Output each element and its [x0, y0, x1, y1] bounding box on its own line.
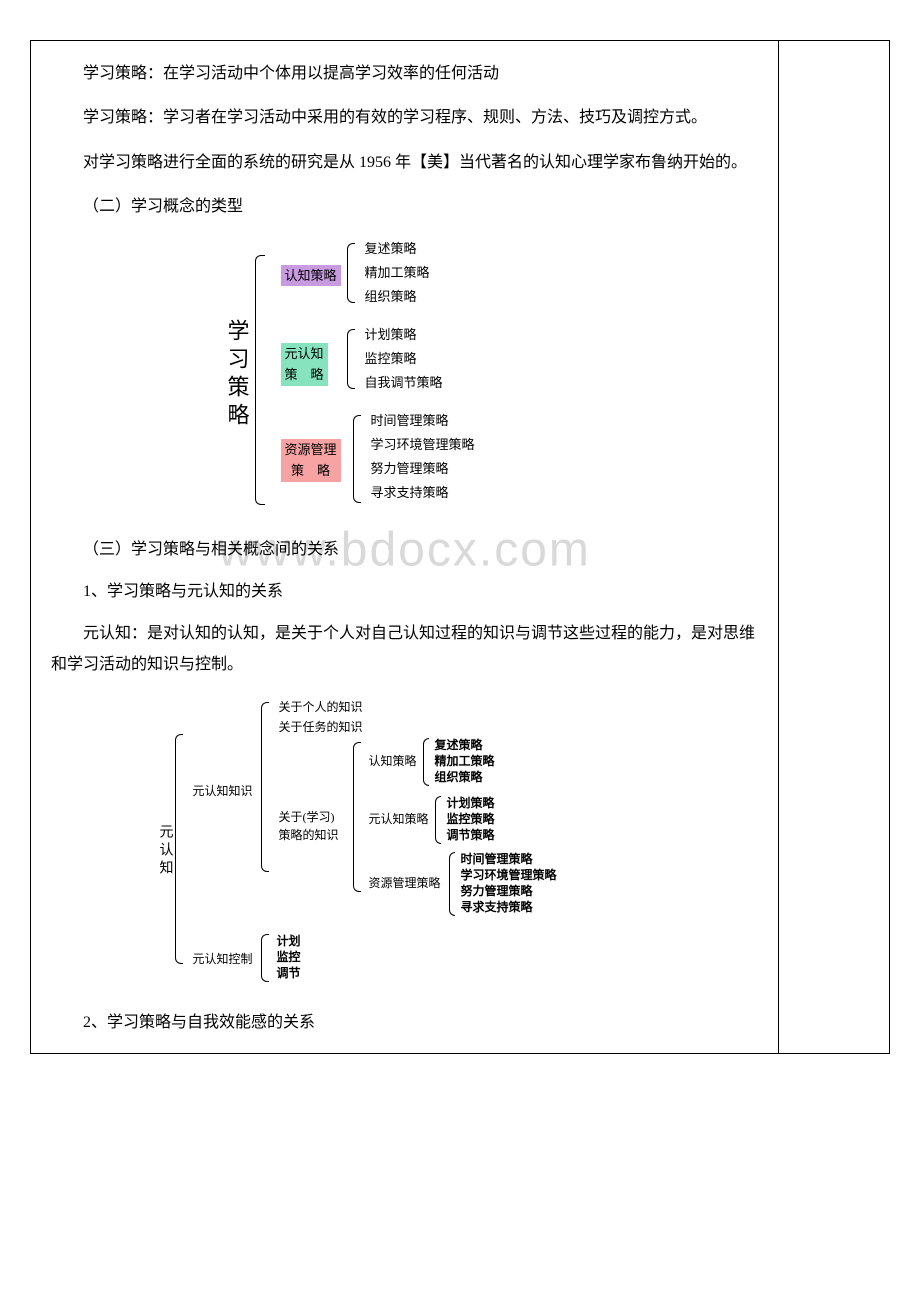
highlight-res-l1: 资源管理 [281, 439, 341, 461]
node-scog: 认知策略 [369, 752, 417, 769]
page-frame: 学习策略：在学习活动中个体用以提高学习效率的任何活动 学习策略：学习者在学习活动… [30, 40, 890, 1054]
brace-scog [423, 738, 429, 786]
leaf-ctrl2: 监控 [277, 948, 301, 965]
leaf-sm3: 调节策略 [447, 826, 495, 843]
root2-label: 元认知 [155, 824, 175, 878]
leaf-sc2: 精加工策略 [435, 752, 495, 769]
sub-2: 2、学习策略与自我效能感的关系 [51, 1008, 758, 1038]
node-cognitive: 认知策略 [281, 265, 341, 287]
leaf-sr3: 努力管理策略 [461, 882, 533, 899]
paragraph-def2: 学习策略：学习者在学习活动中采用的有效的学习程序、规则、方法、技巧及调控方式。 [51, 103, 758, 133]
leaf-m2: 监控策略 [365, 349, 417, 369]
leaf-sr1: 时间管理策略 [461, 850, 533, 867]
leaf-c1: 复述策略 [365, 239, 417, 259]
brace-sres [449, 852, 455, 916]
brace-metacog [347, 329, 355, 389]
paragraph-history: 对学习策略进行全面的系统的研究是从 1956 年【美】当代著名的认知心理学家布鲁… [51, 148, 758, 178]
leaf-r1: 时间管理策略 [371, 411, 449, 431]
node-sres: 资源管理策略 [369, 874, 441, 891]
brace-cognitive [347, 243, 355, 303]
leaf-c3: 组织策略 [365, 287, 417, 307]
brace-root [255, 255, 265, 505]
brace-k3 [353, 742, 361, 892]
highlight-cognitive: 认知策略 [281, 265, 341, 287]
leaf-k3a: 关于(学习) [279, 808, 335, 825]
leaf-k2: 关于任务的知识 [279, 718, 363, 735]
highlight-metacog-l1: 元认知 [281, 343, 328, 365]
leaf-c2: 精加工策略 [365, 263, 430, 283]
brace2-root [175, 734, 183, 964]
leaf-sr2: 学习环境管理策略 [461, 866, 557, 883]
brace-resource [353, 415, 361, 503]
brace-control [261, 934, 269, 982]
leaf-m1: 计划策略 [365, 325, 417, 345]
leaf-ctrl3: 调节 [277, 964, 301, 981]
main-column: 学习策略：在学习活动中个体用以提高学习效率的任何活动 学习策略：学习者在学习活动… [31, 41, 779, 1053]
leaf-ctrl1: 计划 [277, 932, 301, 949]
leaf-sr4: 寻求支持策略 [461, 898, 533, 915]
leaf-sc3: 组织策略 [435, 768, 483, 785]
heading-relations: （三）学习策略与相关概念间的关系 [51, 535, 758, 565]
leaf-k1: 关于个人的知识 [279, 698, 363, 715]
leaf-r3: 努力管理策略 [371, 459, 449, 479]
side-column [779, 41, 889, 1053]
leaf-sm2: 监控策略 [447, 810, 495, 827]
diagram-learning-strategies: 学习策略 认知策略 复述策略 精加工策略 组织策略 元认知 策 略 计划策略 监… [155, 235, 655, 525]
node-knowledge: 元认知知识 [193, 782, 253, 799]
watermark-region: www.bdocx.com （三）学习策略与相关概念间的关系 [51, 535, 758, 565]
brace-knowledge [261, 702, 269, 872]
node-smeta: 元认知策略 [369, 810, 429, 827]
leaf-m3: 自我调节策略 [365, 373, 443, 393]
heading-types: （二）学习概念的类型 [51, 192, 758, 222]
diagram-metacognition: 元认知 元认知知识 关于个人的知识 关于任务的知识 关于(学习) 策略的知识 认… [135, 694, 675, 994]
root-label: 学习策略 [221, 319, 253, 431]
node-metacognitive: 元认知 策 略 [281, 343, 328, 386]
leaf-k3b: 策略的知识 [279, 826, 339, 843]
leaf-sc1: 复述策略 [435, 736, 483, 753]
highlight-res-l2: 策 略 [281, 460, 341, 482]
leaf-r2: 学习环境管理策略 [371, 435, 475, 455]
node-resource: 资源管理 策 略 [281, 439, 341, 482]
paragraph-metacog-def: 元认知：是对认知的认知，是关于个人对自己认知过程的知识与调节这些过程的能力，是对… [51, 619, 758, 680]
brace-smeta [435, 796, 441, 844]
highlight-metacog-l2: 策 略 [281, 364, 328, 386]
leaf-r4: 寻求支持策略 [371, 483, 449, 503]
paragraph-def1: 学习策略：在学习活动中个体用以提高学习效率的任何活动 [51, 59, 758, 89]
node-control: 元认知控制 [193, 950, 253, 967]
sub-1: 1、学习策略与元认知的关系 [51, 577, 758, 607]
leaf-sm1: 计划策略 [447, 794, 495, 811]
